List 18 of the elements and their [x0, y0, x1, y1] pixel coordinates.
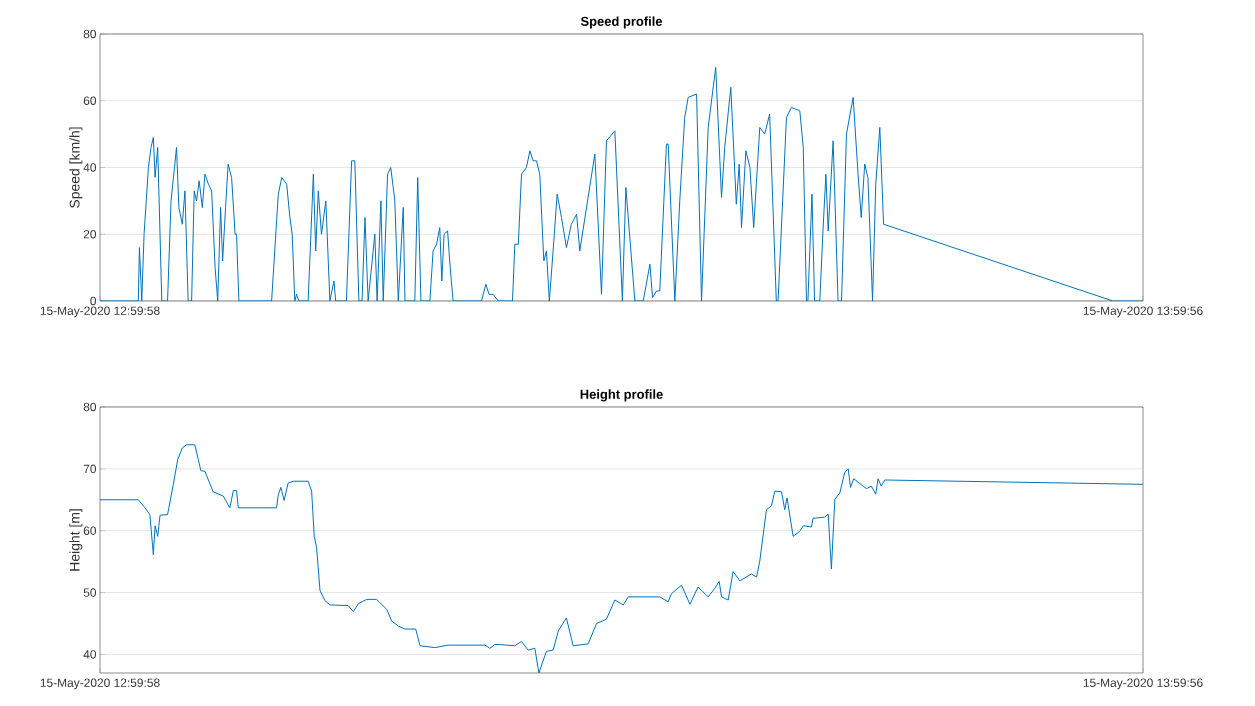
- y-tick-label: 80: [83, 29, 97, 39]
- y-tick-label: 0: [90, 296, 97, 306]
- y-tick-label: 60: [83, 96, 97, 105]
- y-tick-label: 40: [83, 650, 97, 659]
- x-tick-label: 15-May-2020 13:59:56: [1083, 678, 1203, 690]
- y-tick-label: 50: [83, 588, 97, 597]
- y-axis-title: Speed [km/h]: [69, 127, 83, 208]
- y-axis-title: Height [m]: [69, 509, 83, 571]
- chart-title: Speed profile: [580, 16, 663, 29]
- y-tick-label: 80: [83, 402, 97, 412]
- y-tick-label: 40: [83, 163, 97, 172]
- chart-title: Height profile: [580, 389, 663, 402]
- y-tick-label: 60: [83, 526, 97, 535]
- x-tick-label: 15-May-2020 13:59:56: [1083, 306, 1203, 318]
- y-tick-label: 20: [83, 230, 97, 239]
- x-tick-label: 15-May-2020 12:59:58: [40, 306, 160, 318]
- x-tick-label: 15-May-2020 12:59:58: [40, 678, 160, 690]
- y-tick-label: 70: [83, 464, 97, 474]
